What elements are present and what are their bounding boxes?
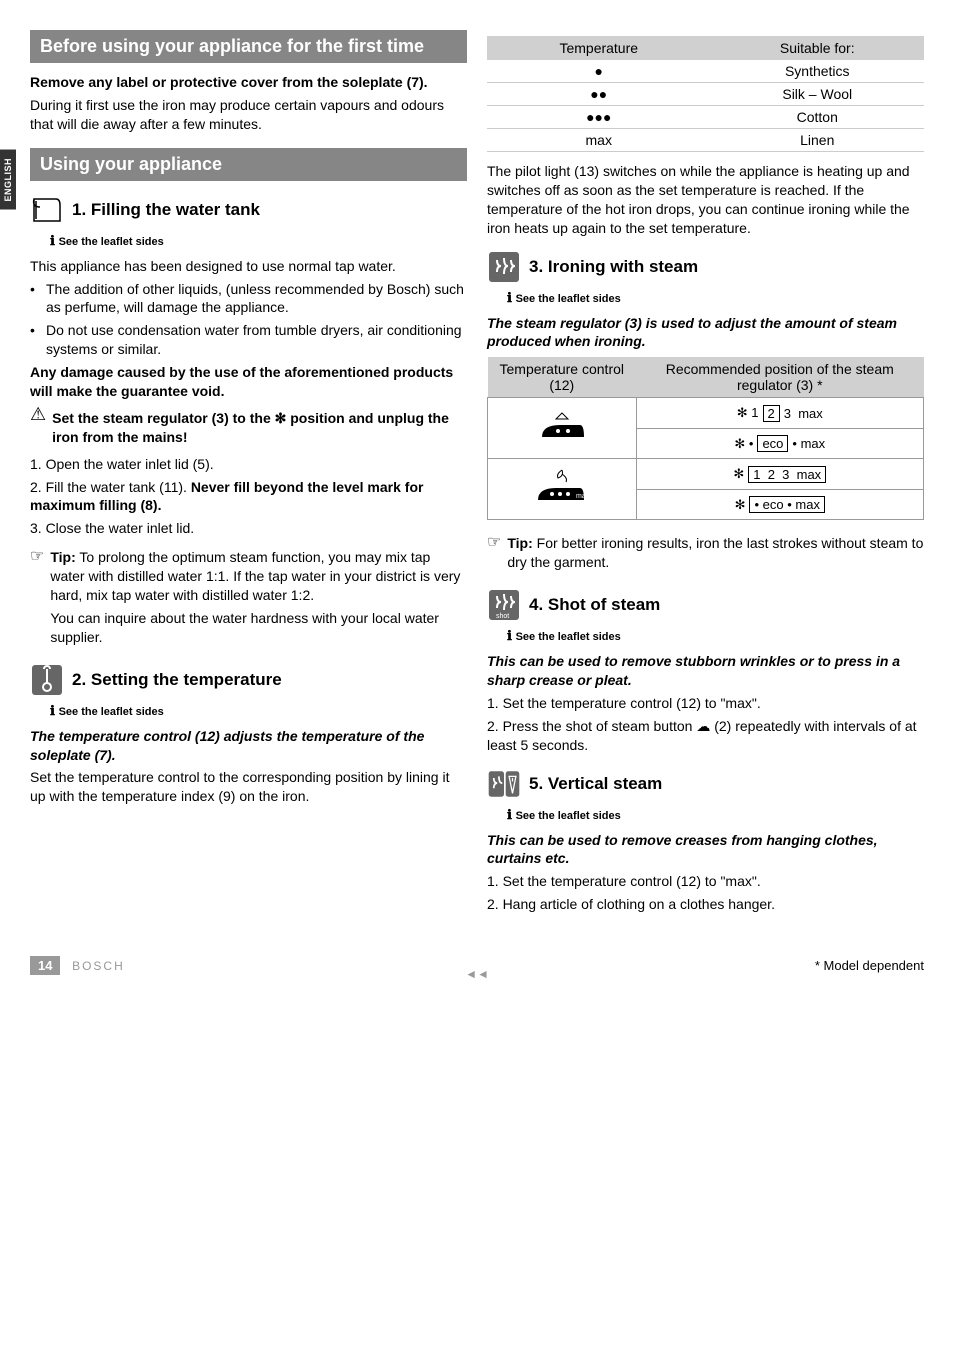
page-number: 14 bbox=[30, 956, 60, 975]
header-before-use: Before using your appliance for the firs… bbox=[30, 30, 467, 63]
s4-steps: 1. Set the temperature control (12) to "… bbox=[487, 694, 924, 755]
s1-tip: ☞ Tip: To prolong the optimum steam func… bbox=[30, 544, 467, 650]
steam-icon bbox=[487, 250, 521, 284]
section-5-heading: 5. Vertical steam bbox=[487, 767, 924, 801]
s5-intro: This can be used to remove creases from … bbox=[487, 831, 924, 869]
table-row: ✻ 1 2 3 max bbox=[488, 398, 924, 429]
section-2-title: 2. Setting the temperature bbox=[72, 670, 282, 690]
remove-label-text: Remove any label or protective cover fro… bbox=[30, 73, 467, 92]
reg-pos-2: ✻ • eco • max bbox=[636, 428, 923, 459]
s1-bullet-2: Do not use condensation water from tumbl… bbox=[30, 321, 467, 359]
water-tank-icon bbox=[30, 193, 64, 227]
s5-step-2: 2. Hang article of clothing on a clothes… bbox=[487, 895, 924, 914]
language-tab: ENGLISH bbox=[0, 150, 16, 210]
section-4-title: 4. Shot of steam bbox=[529, 595, 660, 615]
section-4-heading: shot 4. Shot of steam bbox=[487, 588, 924, 622]
model-dependent-note: * Model dependent bbox=[815, 958, 924, 973]
table-row: ●●Silk – Wool bbox=[487, 83, 924, 106]
pilot-light-text: The pilot light (13) switches on while t… bbox=[487, 162, 924, 238]
section-1-title: 1. Filling the water tank bbox=[72, 200, 260, 220]
s3-tip: ☞ Tip: For better ironing results, iron … bbox=[487, 530, 924, 576]
s1-intro: This appliance has been designed to use … bbox=[30, 257, 467, 276]
left-column: Before using your appliance for the firs… bbox=[30, 30, 467, 918]
svg-text:max: max bbox=[576, 493, 590, 500]
vertical-steam-icon bbox=[487, 767, 521, 801]
temperature-table: Temperature Suitable for: ●Synthetics ●●… bbox=[487, 36, 924, 152]
s1-tip-text: Tip: To prolong the optimum steam functi… bbox=[50, 548, 467, 605]
content-columns: Before using your appliance for the firs… bbox=[30, 30, 924, 918]
steam-regulator-table: Temperature control (12) Recommended pos… bbox=[487, 357, 924, 520]
iron-dots-2-icon bbox=[488, 398, 637, 459]
s5-steps: 1. Set the temperature control (12) to "… bbox=[487, 872, 924, 914]
nav-arrows: ◄◄ bbox=[465, 967, 489, 981]
temp-th-2: Suitable for: bbox=[711, 36, 925, 60]
header-using: Using your appliance bbox=[30, 148, 467, 181]
shot-steam-icon: shot bbox=[487, 588, 521, 622]
s1-bullet-1: The addition of other liquids, (unless r… bbox=[30, 280, 467, 318]
s2-set: Set the temperature control to the corre… bbox=[30, 768, 467, 806]
section-3-heading: 3. Ironing with steam bbox=[487, 250, 924, 284]
leaflet-note-1: See the leaflet sides bbox=[50, 233, 467, 249]
leaflet-note-5: See the leaflet sides bbox=[507, 807, 924, 823]
first-use-text: During it first use the iron may produce… bbox=[30, 96, 467, 134]
temp-th-1: Temperature bbox=[487, 36, 711, 60]
s1-tip-text-2: You can inquire about the water hardness… bbox=[50, 609, 467, 647]
section-5-title: 5. Vertical steam bbox=[529, 774, 662, 794]
steam-th-2: Recommended position of the steam regula… bbox=[636, 357, 923, 398]
s4-step-2: 2. Press the shot of steam button ☁ (2) … bbox=[487, 717, 924, 755]
s1-bullets: The addition of other liquids, (unless r… bbox=[30, 280, 467, 360]
tip-icon: ☞ bbox=[30, 546, 44, 566]
section-1-heading: 1. Filling the water tank bbox=[30, 193, 467, 227]
leaflet-note-4: See the leaflet sides bbox=[507, 628, 924, 644]
s1-warn-text: Set the steam regulator (3) to the ✻ pos… bbox=[52, 409, 467, 447]
s1-steps: 1. Open the water inlet lid (5). 2. Fill… bbox=[30, 455, 467, 539]
s1-damage: Any damage caused by the use of the afor… bbox=[30, 363, 467, 401]
s4-step-1: 1. Set the temperature control (12) to "… bbox=[487, 694, 924, 713]
table-row: ●Synthetics bbox=[487, 60, 924, 83]
svg-text:shot: shot bbox=[496, 613, 509, 620]
leaflet-note-2: See the leaflet sides bbox=[50, 703, 467, 719]
section-3-title: 3. Ironing with steam bbox=[529, 257, 698, 277]
table-row: ●●●Cotton bbox=[487, 106, 924, 129]
section-2-heading: 2. Setting the temperature bbox=[30, 663, 467, 697]
brand-name: BOSCH bbox=[72, 959, 125, 973]
reg-pos-1: ✻ 1 2 3 max bbox=[636, 398, 923, 429]
s1-step-3: 3. Close the water inlet lid. bbox=[30, 519, 467, 538]
table-row: max ✻ 1 2 3 max bbox=[488, 459, 924, 490]
iron-dots-3-max-icon: max bbox=[488, 459, 637, 520]
reg-pos-4: ✻ • eco • max bbox=[636, 489, 923, 520]
s1-warning: ⚠ Set the steam regulator (3) to the ✻ p… bbox=[30, 405, 467, 451]
temperature-icon bbox=[30, 663, 64, 697]
s3-intro: The steam regulator (3) is used to adjus… bbox=[487, 314, 924, 352]
warning-icon: ⚠ bbox=[30, 405, 46, 423]
s3-tip-text: Tip: For better ironing results, iron th… bbox=[507, 534, 924, 572]
s4-intro: This can be used to remove stubborn wrin… bbox=[487, 652, 924, 690]
s1-step-2: 2. Fill the water tank (11). Never fill … bbox=[30, 478, 467, 516]
steam-th-1: Temperature control (12) bbox=[488, 357, 637, 398]
s1-step-1: 1. Open the water inlet lid (5). bbox=[30, 455, 467, 474]
leaflet-note-3: See the leaflet sides bbox=[507, 290, 924, 306]
s5-step-1: 1. Set the temperature control (12) to "… bbox=[487, 872, 924, 891]
table-row: maxLinen bbox=[487, 129, 924, 152]
s2-intro: The temperature control (12) adjusts the… bbox=[30, 727, 467, 765]
tip-icon: ☞ bbox=[487, 532, 501, 552]
reg-pos-3: ✻ 1 2 3 max bbox=[636, 459, 923, 490]
right-column: Temperature Suitable for: ●Synthetics ●●… bbox=[487, 30, 924, 918]
